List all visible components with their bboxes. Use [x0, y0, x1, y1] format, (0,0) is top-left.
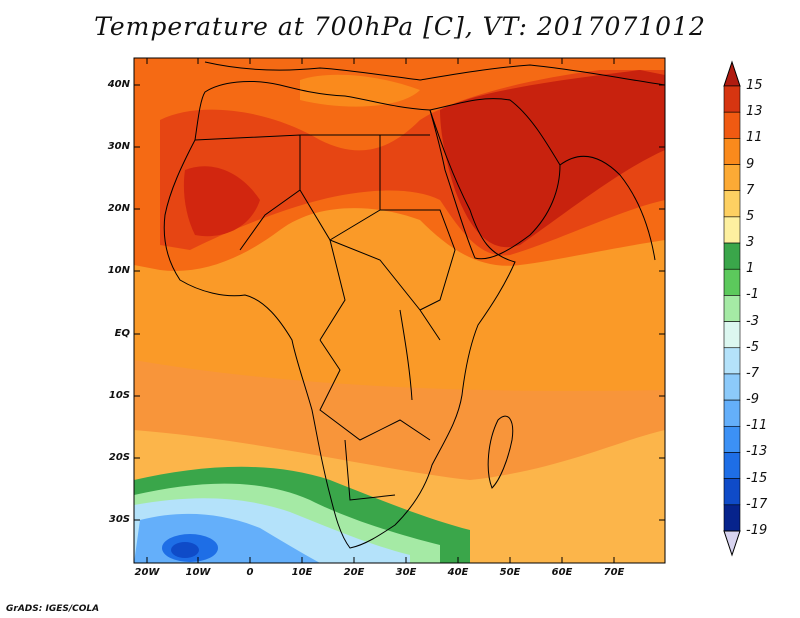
colorbar-segment [723, 504, 741, 532]
madagascar [487, 415, 514, 489]
colorbar-segment [723, 138, 741, 165]
colorbar-bottom-arrow [723, 530, 741, 557]
colorbar-segment [723, 373, 741, 401]
colorbar-tick-label: 9 [746, 156, 755, 172]
colorbar-tick-label: 5 [746, 208, 755, 224]
colorbar-segment [723, 268, 741, 296]
lat-label-20n: 20N [107, 203, 130, 214]
colorbar-tick-label: -17 [746, 496, 768, 512]
colorbar-tick-label: -5 [746, 339, 759, 355]
colorbar-segment [723, 425, 741, 453]
colorbar-tick-label: -9 [746, 392, 759, 408]
lon-label-50e: 50E [499, 567, 521, 578]
lat-label-10n: 10N [107, 265, 130, 276]
colorbar-tick-label: 7 [746, 182, 755, 198]
colorbar-segment [723, 190, 741, 218]
border-6 [329, 239, 441, 341]
lat-label-eq: EQ [114, 328, 130, 339]
border-8 [344, 439, 396, 501]
arabia-coast [429, 98, 561, 260]
colorbar-segment [723, 216, 741, 244]
lat-label-20s: 20S [108, 452, 130, 463]
colorbar-tick-label: -13 [746, 444, 768, 460]
colorbar-tick-label: -11 [746, 418, 768, 434]
colorbar-segment [723, 321, 741, 349]
colorbar-segment [723, 295, 741, 322]
field-coldest-core [171, 542, 199, 558]
colorbar-segment [723, 478, 741, 506]
colorbar-segment [723, 242, 741, 270]
lon-label-40e: 40E [447, 567, 469, 578]
colorbar-segment [723, 85, 741, 113]
colorbar-tick-label: 11 [746, 130, 763, 146]
lon-label-20e: 20E [343, 567, 365, 578]
colorbar-tick-label: 1 [746, 261, 755, 277]
field-sahara-hottest [183, 166, 260, 237]
field-med [300, 74, 420, 107]
lon-label-30e: 30E [395, 567, 417, 578]
lat-label-40n: 40N [107, 79, 130, 90]
border-5 [299, 189, 346, 341]
border-2 [300, 134, 381, 241]
colorbar-tick-label: -3 [746, 313, 759, 329]
plot-frame [133, 57, 666, 564]
colorbar-tick-label: 3 [746, 235, 755, 251]
lon-label-20w: 20W [134, 567, 160, 578]
lon-label-10e: 10E [291, 567, 313, 578]
lon-label-10w: 10W [185, 567, 211, 578]
colorbar-tick-label: 13 [746, 104, 763, 120]
lon-label-0: 0 [246, 567, 254, 578]
field-arabia-hottest [440, 70, 665, 248]
lon-label-60e: 60E [551, 567, 573, 578]
colorbar-segment [723, 399, 741, 427]
colorbar-tick-label: -7 [746, 365, 759, 381]
colorbar-segment [723, 111, 741, 139]
temperature-field [134, 58, 665, 563]
border-4 [380, 209, 456, 311]
india-coast [559, 155, 656, 261]
border-lakes [399, 309, 413, 401]
lat-label-30n: 30N [107, 141, 130, 152]
country-outlines [163, 61, 665, 549]
lat-label-10s: 10S [108, 390, 130, 401]
colorbar-tick-label: -15 [746, 470, 768, 486]
colorbar-segment [723, 452, 741, 479]
grads-credit: GrADS: IGES/COLA [6, 604, 100, 614]
colorbar-tick-label: -1 [746, 287, 759, 303]
colorbar-tick-label: -19 [746, 523, 768, 538]
lat-ticks [134, 84, 665, 521]
colorbar-segment [723, 347, 741, 375]
europe-coast [204, 61, 665, 86]
border-7 [319, 339, 431, 441]
lon-ticks [146, 58, 615, 563]
colorbar [723, 60, 741, 557]
map-title: Temperature at 700hPa [C], VT: 201707101… [94, 12, 706, 41]
colorbar-top-arrow [723, 60, 741, 87]
lat-label-30s: 30S [108, 514, 130, 525]
colorbar-segment [723, 164, 741, 192]
colorbar-tick-label: 15 [746, 78, 763, 93]
lon-label-70e: 70E [603, 567, 625, 578]
